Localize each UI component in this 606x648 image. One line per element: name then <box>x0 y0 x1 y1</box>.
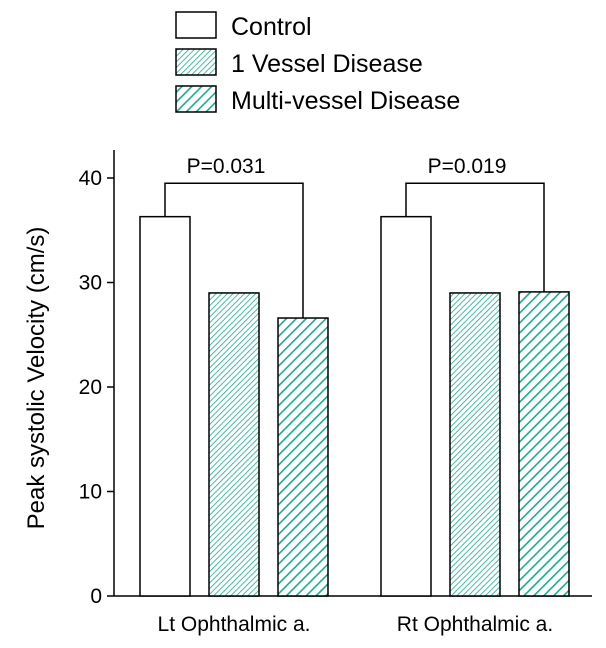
bar <box>208 292 260 597</box>
y-tick-label: 10 <box>79 481 102 504</box>
legend: Control 1 Vessel Disease Multi-vessel Dise… <box>175 11 460 115</box>
x-category-label: Lt Ophthalmic a. <box>158 613 311 636</box>
p-value-label: P=0.031 <box>187 155 266 178</box>
y-tick-label: 0 <box>90 585 102 608</box>
bar <box>277 317 329 597</box>
y-tick-label: 40 <box>79 167 102 190</box>
y-axis-title: Peak systolic Velocity (cm/s) <box>23 227 50 530</box>
y-tick-label: 30 <box>79 272 102 295</box>
significance-bracket <box>405 182 545 292</box>
legend-label: Multi-vessel Disease <box>231 87 460 115</box>
legend-label: 1 Vessel Disease <box>231 50 423 78</box>
bar <box>518 291 570 597</box>
significance-bracket <box>164 182 304 319</box>
legend-swatch <box>175 11 217 39</box>
bar <box>380 215 432 597</box>
x-category-label: Rt Ophthalmic a. <box>397 613 553 636</box>
legend-swatch <box>175 85 217 113</box>
significance-brackets: P=0.031 P=0.019 <box>164 155 545 319</box>
legend-label: Control <box>231 13 312 41</box>
y-tick-label: 20 <box>79 376 102 399</box>
bar <box>139 215 191 597</box>
axes: 0 10 20 30 40 Lt Ophthalmic a. Rt Ophthalmic a… <box>79 150 592 636</box>
bar <box>449 292 501 597</box>
bars <box>139 215 570 597</box>
legend-swatch <box>175 48 217 76</box>
p-value-label: P=0.019 <box>428 155 507 178</box>
